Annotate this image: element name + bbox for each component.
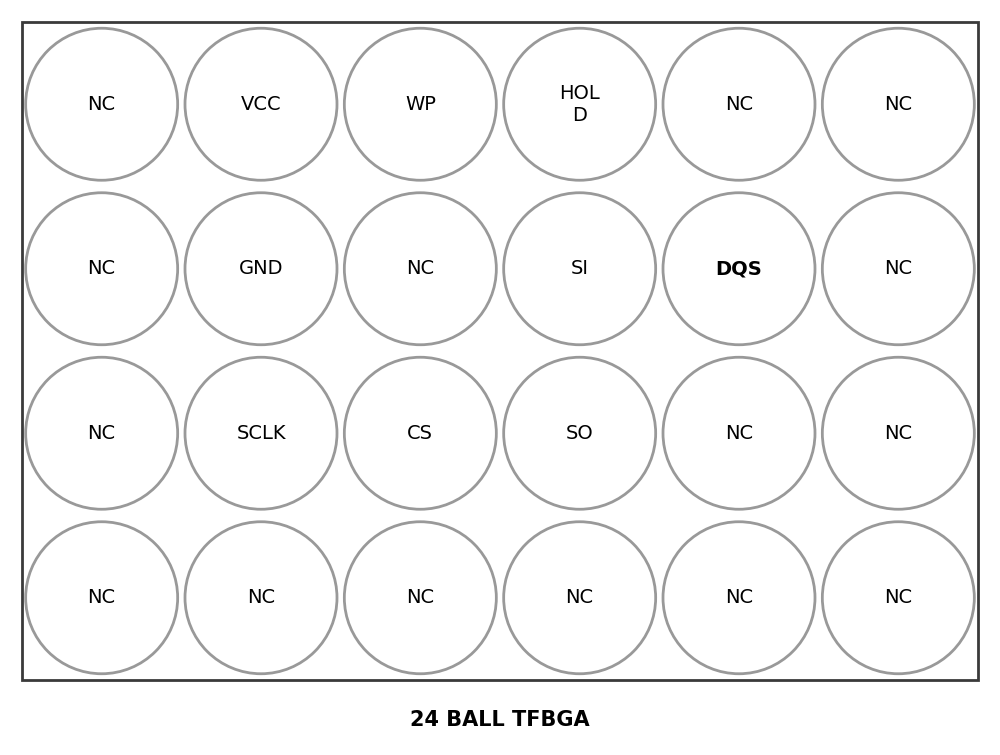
Circle shape bbox=[822, 357, 974, 510]
Circle shape bbox=[26, 522, 178, 673]
Text: NC: NC bbox=[88, 588, 116, 607]
Text: NC: NC bbox=[88, 259, 116, 279]
Text: NC: NC bbox=[406, 259, 434, 279]
Circle shape bbox=[822, 522, 974, 673]
Text: NC: NC bbox=[88, 424, 116, 442]
Text: SCLK: SCLK bbox=[236, 424, 286, 442]
Text: NC: NC bbox=[88, 94, 116, 114]
Bar bbox=[22, 22, 978, 680]
Text: HOL
D: HOL D bbox=[559, 84, 600, 125]
Circle shape bbox=[185, 522, 337, 673]
Circle shape bbox=[504, 193, 656, 345]
Text: SO: SO bbox=[566, 424, 594, 442]
Circle shape bbox=[185, 357, 337, 510]
Circle shape bbox=[26, 28, 178, 180]
Circle shape bbox=[344, 522, 496, 673]
Text: NC: NC bbox=[884, 259, 912, 279]
Circle shape bbox=[344, 357, 496, 510]
Circle shape bbox=[663, 522, 815, 673]
Text: NC: NC bbox=[884, 94, 912, 114]
Circle shape bbox=[822, 28, 974, 180]
Text: CS: CS bbox=[407, 424, 433, 442]
Circle shape bbox=[504, 357, 656, 510]
Text: NC: NC bbox=[884, 424, 912, 442]
Circle shape bbox=[344, 28, 496, 180]
Circle shape bbox=[504, 28, 656, 180]
Text: WP: WP bbox=[405, 94, 436, 114]
Text: NC: NC bbox=[725, 588, 753, 607]
Circle shape bbox=[26, 357, 178, 510]
Text: DQS: DQS bbox=[716, 259, 762, 279]
Circle shape bbox=[185, 193, 337, 345]
Text: NC: NC bbox=[247, 588, 275, 607]
Text: GND: GND bbox=[239, 259, 283, 279]
Circle shape bbox=[663, 357, 815, 510]
Text: NC: NC bbox=[725, 94, 753, 114]
Text: SI: SI bbox=[571, 259, 589, 279]
Text: NC: NC bbox=[566, 588, 594, 607]
Text: NC: NC bbox=[406, 588, 434, 607]
Circle shape bbox=[185, 28, 337, 180]
Circle shape bbox=[26, 193, 178, 345]
Text: 24 BALL TFBGA: 24 BALL TFBGA bbox=[410, 710, 590, 730]
Text: NC: NC bbox=[884, 588, 912, 607]
Circle shape bbox=[344, 193, 496, 345]
Circle shape bbox=[504, 522, 656, 673]
Text: VCC: VCC bbox=[241, 94, 281, 114]
Circle shape bbox=[822, 193, 974, 345]
Circle shape bbox=[663, 28, 815, 180]
Circle shape bbox=[663, 193, 815, 345]
Text: NC: NC bbox=[725, 424, 753, 442]
